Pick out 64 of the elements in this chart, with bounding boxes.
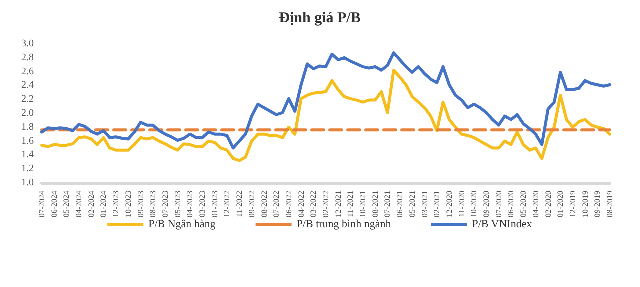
x-tick-label: 04-2020 [531,191,540,218]
x-tick-label: 07-2023 [160,191,170,218]
legend-label: P/B trung bình ngành [296,218,392,230]
x-tick-label: 07-2021 [383,191,392,218]
x-tick-label: 05-2021 [408,191,417,218]
y-tick-label: 2.8 [22,52,34,64]
x-tick-label: 12-2022 [222,191,232,218]
x-tick-label: 03-2021 [420,191,430,218]
x-tick-label: 09-2020 [482,191,492,218]
x-tick-label: 02-2024 [86,191,96,218]
x-tick-label: 03-2023 [198,191,208,218]
line-series [40,52,612,150]
x-tick-label: 11-2021 [346,191,356,218]
x-tick-label: 12-2021 [334,191,343,218]
x-tick-label: 12-2023 [112,191,121,218]
x-tick-label: 05-2023 [173,191,182,218]
y-tick-label: 1.8 [22,122,34,133]
x-tick-label: 02-2021 [432,191,442,218]
x-tick-label: 04-2022 [296,191,306,218]
x-tick-label: 01-2020 [556,191,566,218]
y-tick-label: 1.0 [22,178,34,188]
x-tick-label: 08-2023 [148,191,158,218]
x-tick-label: 02-2020 [544,191,553,218]
chart-title: Định giá P/B [279,10,361,26]
x-tick-label: 06-2020 [506,191,516,218]
x-tick-label: 08-2019 [606,191,614,218]
x-tick-label: 06-2021 [396,191,405,218]
x-tick-label: 07-2024 [38,191,46,218]
y-tick-label: 1.2 [22,164,34,175]
legend-label: P/B VNIndex [472,218,533,230]
x-tick-label: 06-2024 [50,191,59,218]
x-tick-label: 01-2023 [210,191,220,218]
y-tick-label: 2.4 [22,80,34,92]
x-tick-label: 10-2020 [470,191,479,218]
x-tick-label: 11-2020 [457,191,466,218]
y-tick-label: 2.6 [22,66,34,78]
x-tick-label: 03-2022 [309,191,318,218]
x-tick-label: 12-2019 [568,191,578,218]
x-tick-label: 09-2022 [247,191,256,218]
x-tick-label: 04-2024 [74,191,84,218]
y-tick-label: 1.4 [22,150,34,161]
y-tick-label: 3.0 [22,38,34,50]
x-tick-label: 08-2021 [370,191,380,218]
x-tick-label: 10-2023 [124,191,133,218]
line-series [40,68,612,162]
x-tick-label: 01-2024 [99,191,108,218]
x-tick-label: 07-2022 [272,191,282,218]
x-tick-label: 05-2020 [519,191,528,218]
y-tick-label: 2.0 [22,108,34,119]
y-tick-label: 2.2 [22,94,34,106]
x-tick-label: 09-2023 [136,191,146,218]
x-tick-label: 09-2019 [593,191,602,218]
y-tick-label: 1.6 [22,136,34,147]
x-tick-label: 05-2024 [62,191,72,218]
x-tick-label: 02-2022 [322,191,330,218]
x-tick-label: 07-2020 [494,191,504,218]
x-tick-label: 06-2022 [284,191,294,218]
legend-label: P/B Ngân hàng [148,218,216,230]
x-tick-label: 10-2019 [580,191,590,218]
x-tick-label: 04-2023 [186,191,195,218]
x-tick-label: 12-2020 [444,191,454,218]
x-tick-label: 08-2022 [260,191,269,218]
x-tick-label: 10-2021 [358,191,368,218]
x-tick-label: 11-2022 [235,191,244,218]
